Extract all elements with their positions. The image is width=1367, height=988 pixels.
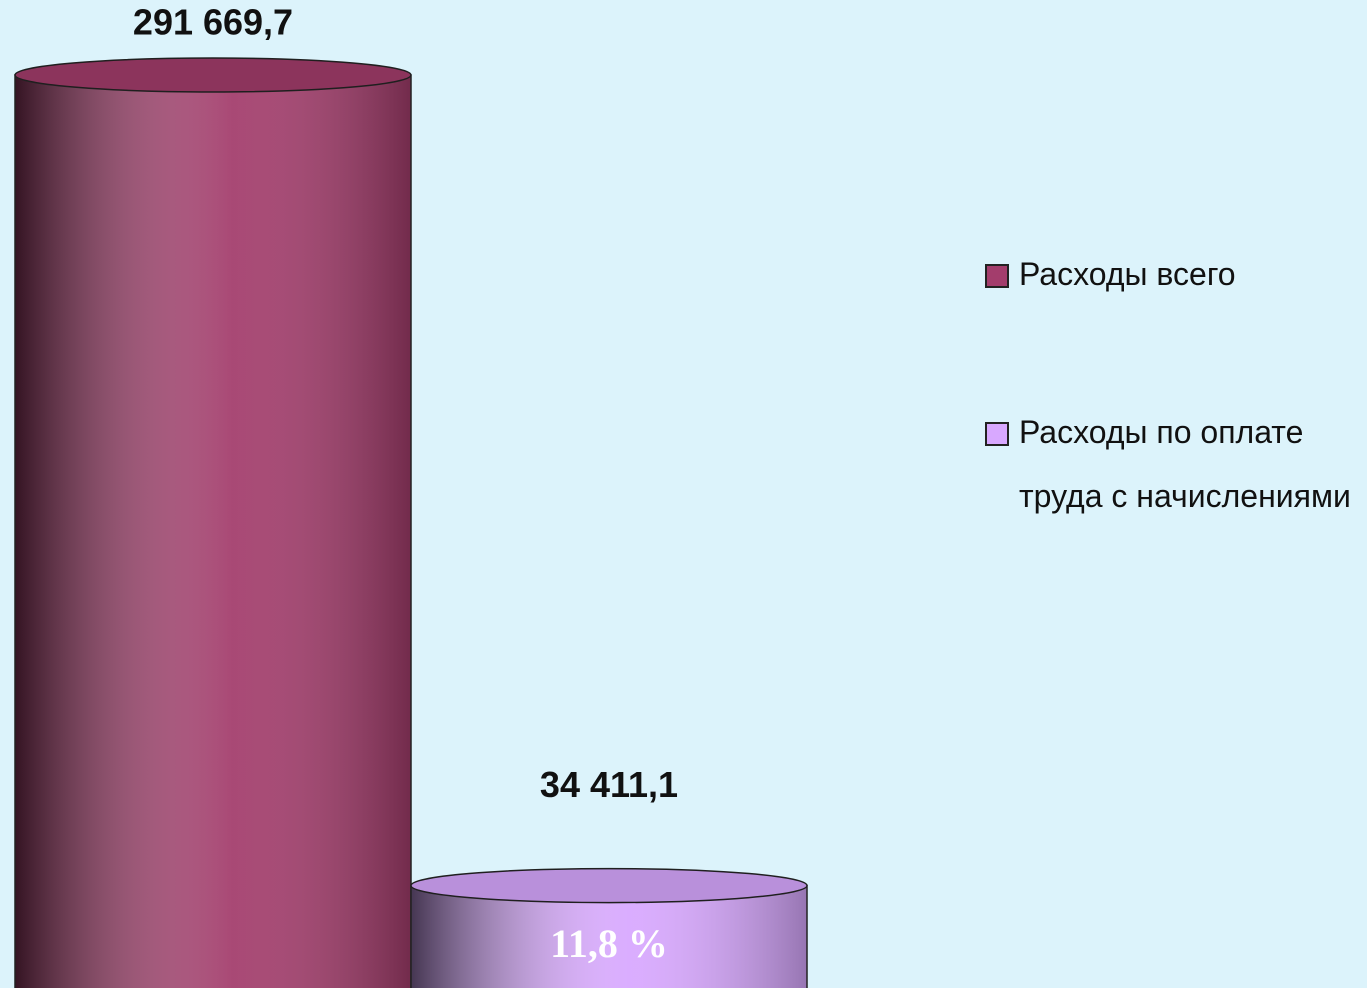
annotation: 11,8 % [550, 921, 668, 966]
legend-item: Расходы по оплате труда с начислениями [985, 414, 1365, 528]
value-label: 34 411,1 [540, 764, 678, 805]
cylinder-top [410, 867, 808, 904]
value-label: 291 669,7 [133, 2, 293, 43]
legend-item: Расходы всего [985, 256, 1365, 306]
legend: Расходы всего Расходы по оплате труда с н… [985, 256, 1365, 638]
legend-label: Расходы всего [1019, 256, 1236, 292]
cylinder-top [14, 57, 412, 93]
cylinder-top-shade [15, 58, 411, 92]
legend-label: Расходы по оплате труда с начислениями [1019, 414, 1351, 514]
legend-swatch [985, 422, 1009, 446]
legend-swatch [985, 264, 1009, 288]
cylinder-shade [14, 74, 412, 988]
cylinder-top-shade [411, 868, 807, 903]
